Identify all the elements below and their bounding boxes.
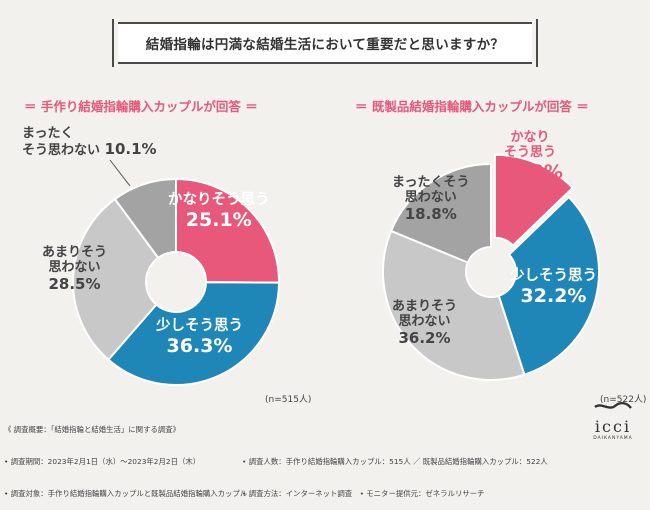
pie-slice-strongly-agree [493, 153, 575, 247]
right-label-c: あまりそう 思わない 36.2% [392, 299, 458, 347]
logo-mark-icon [594, 401, 632, 409]
pie-slice-somewhat-disagree [72, 197, 160, 362]
left-label-c: あまりそう 思わない 28.5% [42, 245, 108, 293]
right-label-b: 少しそう思う 32.2% [510, 268, 597, 308]
brand-logo: icci DAIKANYAMA [588, 398, 638, 441]
right-n-label: (n=522人) [600, 395, 647, 405]
pie-chart-handmade [72, 177, 281, 386]
left-value-a: 25.1% [185, 209, 252, 232]
right-value-b: 32.2% [520, 285, 587, 308]
left-label-a: かなりそう思う 25.1% [168, 192, 270, 232]
pie-slice-somewhat-agree [106, 281, 281, 386]
pie-slice-somewhat-agree [497, 195, 600, 376]
right-value-d: 18.8% [404, 204, 457, 223]
left-n-label: (n=515人) [265, 395, 312, 405]
right-label-a: かなり そう思う 12.8% [497, 130, 563, 183]
pie-chart-readymade [382, 153, 600, 381]
left-value-c: 28.5% [48, 274, 101, 293]
left-label-b: 少しそう思う 36.3% [156, 318, 243, 358]
right-label-d: まったくそう 思わない 18.8% [392, 175, 470, 223]
right-value-c: 36.2% [398, 328, 451, 347]
left-chart-subtitle: ＝ 手作り結婚指輪購入カップルが回答 ＝ [24, 99, 258, 114]
donut-hole [147, 253, 205, 311]
left-value-b: 36.3% [166, 335, 233, 358]
right-value-a: 12.8% [497, 160, 563, 183]
question-banner: 結婚指輪は円満な結婚生活において重要だと思いますか？ [112, 19, 538, 67]
charts-svg [72, 153, 600, 386]
pie-slice-strongly-disagree [389, 162, 492, 264]
leader-line [109, 159, 131, 187]
pie-slice-somewhat-disagree [382, 229, 526, 381]
left-label-d: まったく そう思わない 10.1% [22, 126, 157, 159]
pie-slice-strongly-agree [175, 177, 280, 284]
left-value-d: 10.1% [104, 140, 157, 159]
chart-title: 結婚指輪は円満な結婚生活において重要だと思いますか？ [145, 37, 505, 53]
donut-hole [467, 248, 515, 296]
right-chart-subtitle: ＝ 既製品結婚指輪購入カップルが回答 ＝ [355, 99, 589, 114]
pie-slice-strongly-disagree [113, 177, 177, 260]
survey-footnote: 《 調査概要：「結婚指輪と結婚生活」に関する調査》 • 調査期間：2023年2月… [4, 425, 548, 498]
